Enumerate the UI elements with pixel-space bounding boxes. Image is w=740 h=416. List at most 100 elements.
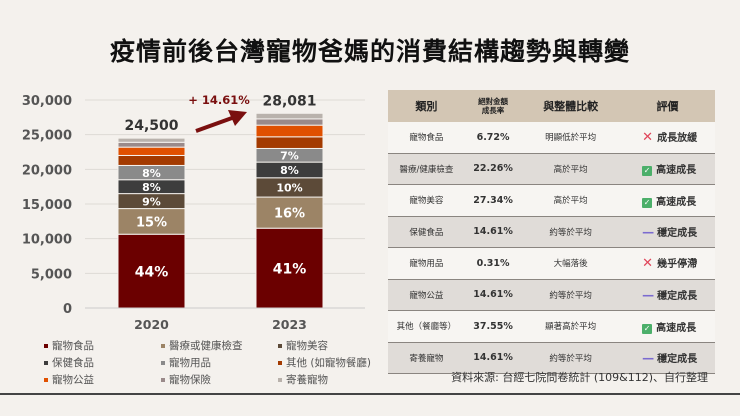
cell-compare: 高於平均 <box>521 153 621 185</box>
cell-rate: 14.61% <box>464 279 522 311</box>
legend-item: 保健食品 <box>44 355 161 370</box>
cell-category: 寄養寵物 <box>388 342 465 374</box>
legend-item: 其他 (如寵物餐廳) <box>278 355 395 370</box>
cell-rate: 14.61% <box>464 216 522 248</box>
legend-label: 寵物美容 <box>286 340 328 352</box>
eval-label: 高速成長 <box>656 322 697 334</box>
cell-category: 寵物用品 <box>388 247 465 280</box>
cell-compare: 約等於平均 <box>521 342 621 374</box>
cell-compare: 約等於平均 <box>521 216 621 248</box>
dash-icon: — <box>642 351 655 366</box>
cell-category: 寵物食品 <box>388 122 465 154</box>
cell-rate: 37.55% <box>464 310 522 343</box>
segment-label: 16% <box>274 207 305 222</box>
bar-segment <box>117 154 186 166</box>
legend-item: 寵物用品 <box>161 355 278 370</box>
legend-swatch <box>44 343 48 348</box>
legend-swatch <box>44 377 48 382</box>
table-row: 保健食品 14.61% 約等於平均 — 穩定成長 <box>388 216 715 248</box>
eval-label: 穩定成長 <box>657 228 698 240</box>
legend-swatch <box>278 343 282 348</box>
table-row: 寵物美容 27.34% 高於平均 ✓ 高速成長 <box>388 184 715 217</box>
total-label: 24,500 <box>124 118 178 134</box>
legend-swatch <box>161 360 165 365</box>
check-icon: ✓ <box>642 166 653 177</box>
cell-rate: 14.61% <box>464 342 522 374</box>
segment-label: 8% <box>142 167 161 180</box>
column-header: 類別 <box>388 90 465 122</box>
y-tick-label: 30,000 <box>22 94 72 109</box>
cell-eval: ✓ 高速成長 <box>620 153 715 185</box>
cell-category: 醫療/健康檢查 <box>388 153 465 185</box>
dash-icon: — <box>642 288 655 303</box>
legend-label: 寵物公益 <box>52 374 94 386</box>
bar-segment <box>255 136 324 149</box>
legend-item: 寵物美容 <box>278 338 395 353</box>
table-row: 寵物用品 0.31% 大幅落後 ✕ 幾乎停滯 <box>388 247 715 280</box>
cell-category: 其他（餐廳等） <box>388 310 465 343</box>
cell-eval: — 穩定成長 <box>620 279 715 311</box>
segment-label: 9% <box>142 195 161 208</box>
bar-segment <box>255 118 324 126</box>
legend-label: 保健食品 <box>52 357 94 369</box>
page-title: 疫情前後台灣寵物爸媽的消費結構趨勢與轉變 <box>109 37 630 66</box>
growth-annotation: + 14.61% <box>188 93 250 107</box>
bar-segment <box>255 112 324 120</box>
table-row: 寵物食品 6.72% 明顯低於平均 ✕ 成長放緩 <box>388 122 715 154</box>
check-icon: ✓ <box>642 323 653 334</box>
arrow-head-icon <box>228 110 247 126</box>
legend-label: 醫療或健康檢查 <box>169 340 243 352</box>
x-icon: ✕ <box>642 130 654 146</box>
legend-item: 醫療或健康檢查 <box>161 338 278 353</box>
cell-compare: 明顯低於平均 <box>521 122 621 154</box>
table-row: 其他（餐廳等） 37.55% 顯著高於平均 ✓ 高速成長 <box>388 310 715 343</box>
y-tick-label: 10,000 <box>22 233 72 248</box>
legend-label: 其他 (如寵物餐廳) <box>286 357 372 369</box>
legend-item: 寵物食品 <box>44 338 161 353</box>
x-tick-label: 2023 <box>272 317 307 332</box>
eval-label: 高速成長 <box>656 165 697 177</box>
stacked-bar-chart: 0 5,000 10,000 15,000 20,000 25,000 30,000 44% 1… <box>22 93 365 332</box>
chart-legend: 寵物食品 醫療或健康檢查 寵物美容 保健食品 寵物用品 其他 (如寵物餐廳) 寵物公益 寵物保… <box>44 338 384 387</box>
cell-eval: ✓ 高速成長 <box>620 310 715 343</box>
eval-label: 穩定成長 <box>657 354 698 366</box>
cell-compare: 顯著高於平均 <box>521 310 621 343</box>
legend-label: 寵物食品 <box>52 340 94 352</box>
cell-rate: 22.26% <box>464 153 522 185</box>
y-tick-label: 20,000 <box>22 163 72 178</box>
column-header: 與整體比較 <box>521 90 621 122</box>
total-label: 28,081 <box>262 93 316 109</box>
segment-label: 15% <box>136 215 167 230</box>
bar-segment <box>117 137 186 143</box>
cell-eval: ✕ 幾乎停滯 <box>620 247 715 280</box>
segment-label: 8% <box>280 164 299 177</box>
legend-swatch <box>278 360 282 365</box>
bar-segment <box>117 146 186 156</box>
cell-eval: — 穩定成長 <box>620 342 715 374</box>
eval-label: 穩定成長 <box>657 291 698 303</box>
cell-rate: 0.31% <box>464 247 522 280</box>
eval-label: 幾乎停滯 <box>657 259 698 271</box>
bar-segment <box>255 124 324 138</box>
cell-eval: ✕ 成長放緩 <box>620 122 715 154</box>
cell-rate: 6.72% <box>464 122 522 154</box>
legend-swatch <box>161 343 165 348</box>
y-tick-label: 15,000 <box>22 198 72 213</box>
column-header: 絕對金額 成長率 <box>464 90 522 122</box>
bar-segment <box>255 196 324 229</box>
legend-swatch <box>161 377 165 382</box>
cell-rate: 27.34% <box>464 184 522 217</box>
x-icon: ✕ <box>642 256 654 272</box>
growth-table: 類別 絕對金額 成長率 與整體比較 評價 寵物食品 6.72% 明顯低於平均 ✕ 成長放緩 醫療/… <box>388 90 715 374</box>
cell-category: 寵物公益 <box>388 279 465 311</box>
bar-segment <box>117 141 186 148</box>
table-row: 寵物公益 14.61% 約等於平均 — 穩定成長 <box>388 279 715 311</box>
growth-arrow <box>195 116 233 133</box>
y-tick-label: 25,000 <box>22 129 72 144</box>
check-icon: ✓ <box>642 197 653 208</box>
source-note: 資料來源: 台經七院問卷統計 (109&112)、自行整理 <box>451 371 708 384</box>
cell-eval: ✓ 高速成長 <box>620 184 715 217</box>
dash-icon: — <box>642 225 655 240</box>
cell-compare: 大幅落後 <box>521 247 621 280</box>
cell-eval: — 穩定成長 <box>620 216 715 248</box>
